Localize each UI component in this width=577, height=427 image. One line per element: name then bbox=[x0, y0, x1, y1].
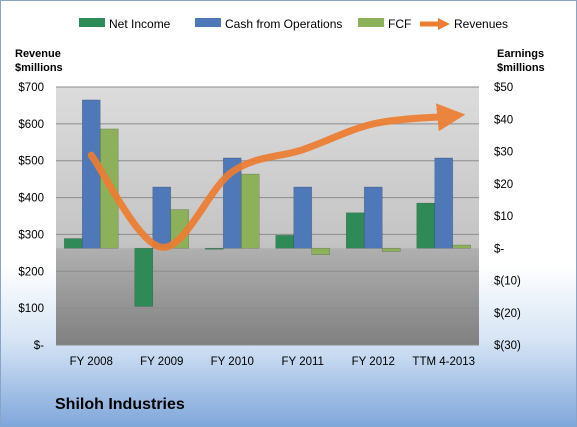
bar-fcf bbox=[452, 244, 472, 249]
bar-cash-from-operations bbox=[81, 99, 101, 249]
left-tick-label: $200 bbox=[18, 266, 44, 278]
bar-net-income bbox=[416, 202, 436, 249]
company-name: Shiloh Industries bbox=[55, 396, 185, 413]
legend-swatch-fcf bbox=[358, 18, 384, 27]
left-axis-title-line1: Revenue bbox=[15, 48, 61, 60]
category-label: FY 2009 bbox=[140, 356, 183, 368]
right-tick-label: $30 bbox=[494, 147, 513, 159]
left-tick-label: $500 bbox=[18, 156, 44, 168]
bar-net-income bbox=[134, 247, 154, 307]
bar-fcf bbox=[381, 247, 401, 252]
category-label: FY 2012 bbox=[352, 356, 395, 368]
bar-fcf bbox=[311, 247, 331, 255]
bar-net-income bbox=[345, 212, 365, 249]
category-label: TTM 4-2013 bbox=[412, 356, 475, 368]
right-tick-label: $40 bbox=[494, 114, 513, 126]
right-tick-label: $(10) bbox=[494, 276, 521, 288]
plot-floor bbox=[56, 248, 479, 345]
right-axis-title-line1: Earnings bbox=[497, 48, 545, 60]
legend-swatch-net-income bbox=[79, 18, 105, 27]
bar-cash-from-operations bbox=[434, 157, 454, 249]
right-tick-label: $20 bbox=[494, 179, 513, 191]
category-label: FY 2010 bbox=[211, 356, 254, 368]
legend-label-fcf: FCF bbox=[388, 17, 412, 31]
bar-net-income bbox=[63, 238, 83, 249]
left-tick-label: $700 bbox=[18, 82, 44, 94]
bar-cash-from-operations bbox=[152, 186, 172, 249]
legend-label-net-income: Net Income bbox=[109, 17, 171, 31]
right-axis-title-line2: $millions bbox=[497, 62, 545, 74]
left-tick-label: $100 bbox=[18, 303, 44, 315]
legend-label-cash-from-operations: Cash from Operations bbox=[225, 17, 343, 31]
arrow-icon bbox=[418, 18, 450, 30]
right-tick-label: $50 bbox=[494, 82, 513, 94]
right-tick-label: $10 bbox=[494, 211, 513, 223]
bar-cash-from-operations bbox=[293, 186, 313, 249]
left-axis-title: Revenue $millions bbox=[15, 47, 63, 75]
bar-net-income bbox=[204, 247, 224, 250]
left-tick-label: $300 bbox=[18, 229, 44, 241]
bar-cash-from-operations bbox=[363, 186, 383, 249]
right-tick-label: $(30) bbox=[494, 340, 521, 352]
right-axis-title: Earnings $millions bbox=[497, 47, 545, 75]
left-tick-label: $- bbox=[34, 340, 44, 352]
legend-swatch-cash-from-operations bbox=[195, 18, 221, 27]
legend-label-revenues: Revenues bbox=[454, 17, 509, 31]
left-axis-title-line2: $millions bbox=[15, 62, 63, 74]
bar-net-income bbox=[275, 235, 295, 249]
left-tick-label: $600 bbox=[18, 119, 44, 131]
category-label: FY 2011 bbox=[282, 356, 324, 368]
left-tick-label: $400 bbox=[18, 193, 44, 205]
right-tick-label: $- bbox=[494, 243, 504, 255]
legend-swatch-revenues bbox=[418, 17, 450, 30]
right-tick-label: $(20) bbox=[494, 308, 521, 320]
category-label: FY 2008 bbox=[70, 356, 113, 368]
bar-fcf bbox=[240, 173, 260, 249]
legend: Net Income Cash from Operations FCF Revenue… bbox=[1, 1, 576, 41]
